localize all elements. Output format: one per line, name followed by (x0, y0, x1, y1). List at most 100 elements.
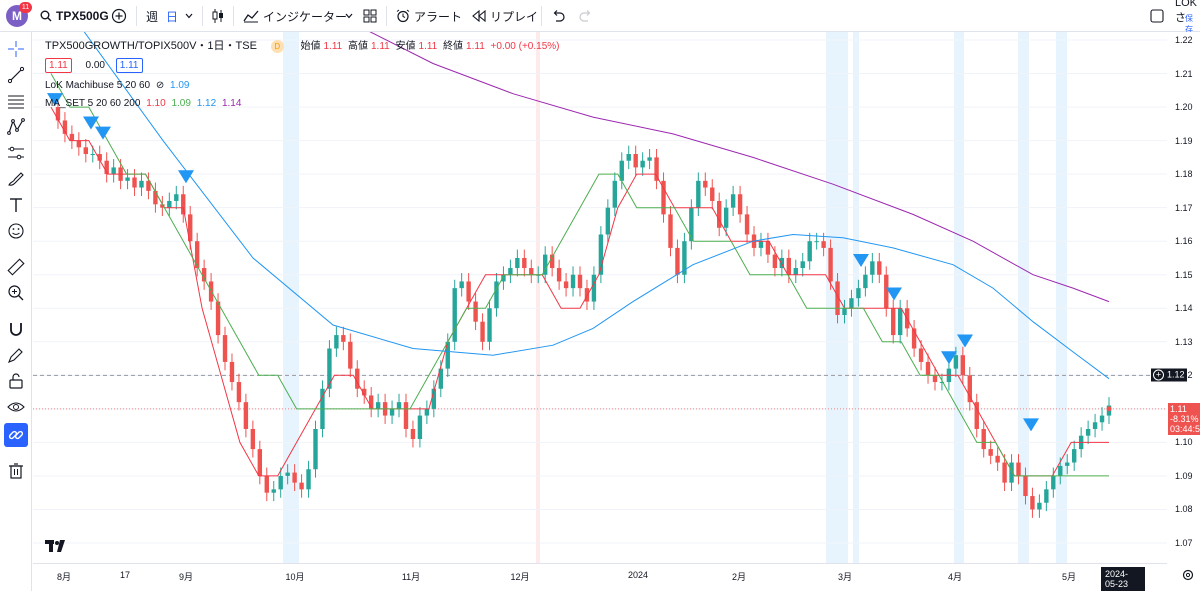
price-axis[interactable]: 1.22 1.21 1.20 1.19 1.18 1.17 1.16 1.15 1.14 1.13… (1151, 32, 1200, 563)
candle-body (508, 268, 513, 275)
candle-body (974, 402, 979, 429)
toolbar-divider (136, 6, 137, 26)
session-highlight-band (1018, 32, 1029, 563)
crosshair-price-label: +1.12 (1151, 368, 1187, 382)
alert-button[interactable]: アラート (396, 0, 462, 32)
cursor-date-label: 2024-05-23 (木) (1101, 567, 1145, 591)
replay-button[interactable]: リプレイ (472, 0, 538, 32)
trend-line-tool[interactable] (4, 63, 28, 87)
candle-body (1058, 465, 1063, 476)
candle-body (104, 160, 109, 175)
ask-pill[interactable]: 1.11 (115, 58, 143, 73)
layout-save-checkbox[interactable] (1150, 0, 1164, 32)
indicator1-legend[interactable]: LoK Machibuse 5 20 60 ⊘ 1.09 (45, 80, 193, 91)
price-chart[interactable] (33, 32, 1167, 563)
candle-body (480, 321, 485, 342)
time-tick: 9月 (178, 572, 194, 582)
indicators-dropdown[interactable] (345, 0, 353, 32)
lock-tool[interactable] (4, 369, 28, 393)
layout-button[interactable] (363, 0, 377, 32)
zoom-tool[interactable] (4, 281, 28, 305)
indicators-button[interactable]: インジケーター (243, 0, 347, 32)
time-tick: 2月 (731, 572, 747, 582)
candle-body (842, 308, 847, 315)
time-tick: 3月 (837, 572, 853, 582)
candle-body (243, 402, 249, 429)
bid-ask-row: 1.11 0.00 1.11 (45, 58, 146, 73)
delay-badge: D (270, 40, 284, 53)
pattern-tool[interactable] (4, 115, 28, 139)
ma-line-ma200 (369, 32, 1110, 303)
price-tick: 1.22 (1175, 35, 1193, 45)
undo-icon (553, 10, 565, 22)
legend-title[interactable]: TPX500GROWTH/TOPIX500V・1日・TSE (45, 40, 257, 52)
candle-body (556, 268, 562, 282)
alert-label: アラート (414, 9, 463, 24)
time-tick: 4月 (947, 572, 963, 582)
spread-value: 0.00 (85, 60, 105, 71)
avatar-letter: M (12, 9, 22, 23)
candle-body (640, 160, 645, 168)
emoji-tool[interactable] (4, 219, 28, 243)
candle-body (1037, 502, 1042, 510)
candle-body (132, 177, 137, 188)
candle-body (299, 482, 304, 490)
brush-tool[interactable] (4, 167, 28, 191)
visibility-tool[interactable] (4, 395, 28, 419)
candle-body (522, 257, 527, 269)
horizontal-lines-icon (8, 95, 24, 109)
candle-body (494, 281, 499, 309)
candle-body (1044, 489, 1049, 503)
trend-line-icon (7, 66, 25, 84)
forecast-tool[interactable] (4, 141, 28, 165)
interval-day-button[interactable]: 日 (166, 9, 179, 24)
chart-type-button[interactable] (211, 0, 225, 32)
candle-body (403, 402, 409, 429)
candle-body (1030, 496, 1035, 510)
account-name[interactable]: LOKさ (1175, 0, 1198, 24)
compare-symbol-button[interactable] (111, 0, 127, 32)
axis-settings-button[interactable] (1182, 569, 1194, 583)
time-axis[interactable]: 2024-05-23 (木) 8月 17 9月 10月 11月 12月 2024 2月 3月 4月… (33, 563, 1194, 591)
add-alert-icon[interactable]: + (1153, 369, 1164, 381)
magnet-tool[interactable] (4, 317, 28, 341)
candle-body (675, 247, 680, 275)
undo-button[interactable] (551, 0, 565, 32)
time-tick: 17 (119, 570, 131, 580)
candle-body (988, 449, 993, 456)
indicator2-legend[interactable]: MA_SET 5 20 60 200 1.10 1.09 1.12 1.14 (45, 98, 244, 109)
redo-icon (579, 10, 591, 22)
high-value: 1.11 (371, 41, 390, 52)
candle-body (1085, 428, 1091, 436)
hidden-toggle-icon[interactable]: ⊘ (155, 80, 165, 91)
bid-pill[interactable]: 1.11 (45, 58, 72, 73)
candle-body (682, 241, 687, 275)
price-tick: 1.13 (1175, 336, 1193, 347)
candle-body (563, 281, 569, 289)
candle-body (821, 241, 826, 248)
crosshair-tool[interactable] (4, 37, 28, 61)
redo-button[interactable] (579, 0, 593, 32)
sync-drawings-tool[interactable] (4, 423, 28, 447)
candle-body (786, 257, 792, 275)
toolbar-divider (386, 6, 387, 26)
candle-body (939, 382, 945, 384)
delete-drawings-tool[interactable] (4, 459, 28, 483)
candle-body (452, 288, 457, 342)
price-tick: 1.09 (1175, 470, 1193, 481)
last-price-last-change: -8.31% (1170, 413, 1199, 424)
text-tool[interactable] (4, 193, 28, 217)
session-highlight-band (536, 32, 540, 563)
interval-dropdown[interactable] (185, 0, 193, 32)
fib-tool[interactable] (4, 89, 28, 113)
candle-body (765, 241, 771, 255)
time-tick: 8月 (56, 572, 72, 582)
candle-body (584, 288, 590, 302)
draw-mode-tool[interactable] (4, 343, 28, 367)
symbol-search-button[interactable]: TPX500G (40, 0, 109, 32)
chart-pane[interactable]: TPX500GROWTH/TOPIX500V・1日・TSE D 始値 1.11 高… (33, 32, 1167, 563)
measure-tool[interactable] (4, 255, 28, 279)
candle-body (153, 190, 158, 205)
sliders-icon (8, 146, 24, 160)
interval-week-button[interactable]: 週 (146, 9, 159, 24)
